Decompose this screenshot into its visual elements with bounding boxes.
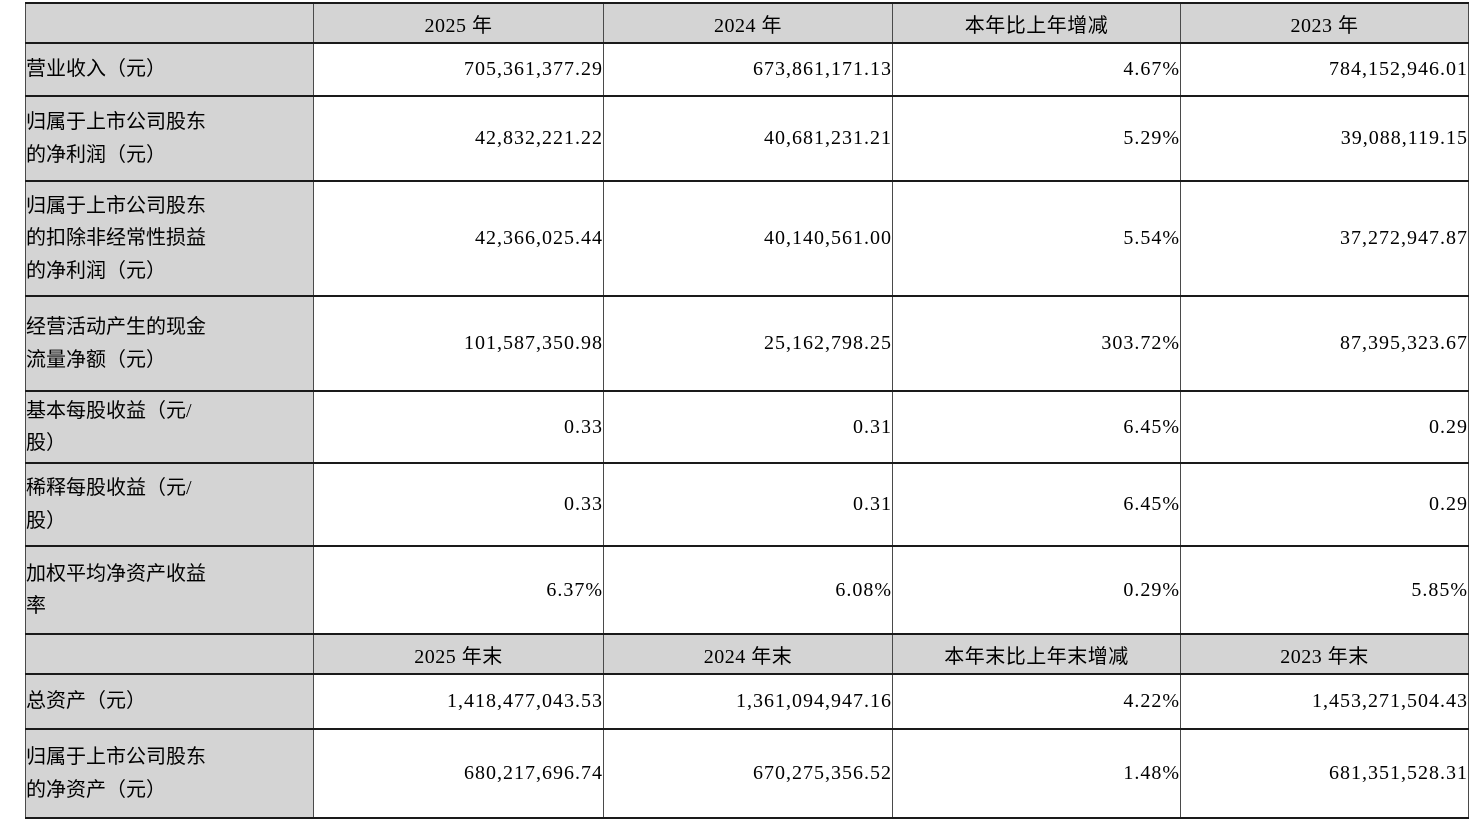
row-label: 归属于上市公司股东 的扣除非经常性损益 的净利润（元）: [25, 180, 314, 297]
row-net-assets-attributable: 归属于上市公司股东 的净资产（元） 680,217,696.74 670,275…: [25, 728, 1469, 819]
col-header-yoy-change: 本年比上年增减: [892, 2, 1181, 44]
corner-cell: [25, 633, 314, 675]
value-2024: 25,162,798.25: [603, 295, 893, 392]
financial-summary-table: 2025 年 2024 年 本年比上年增减 2023 年 营业收入（元） 705…: [25, 2, 1469, 819]
col-header-2025-end: 2025 年末: [313, 633, 604, 675]
row-operating-cash-flow: 经营活动产生的现金 流量净额（元） 101,587,350.98 25,162,…: [25, 295, 1469, 392]
value-2025: 101,587,350.98: [313, 295, 604, 392]
row-label: 归属于上市公司股东 的净利润（元）: [25, 95, 314, 182]
col-header-2023-end: 2023 年末: [1180, 633, 1469, 675]
value-2025: 1,418,477,043.53: [313, 673, 604, 730]
row-label: 加权平均净资产收益 率: [25, 545, 314, 635]
value-2023: 5.85%: [1180, 545, 1469, 635]
value-change: 6.45%: [892, 390, 1181, 464]
row-label: 总资产（元）: [25, 673, 314, 730]
value-2025: 42,832,221.22: [313, 95, 604, 182]
value-2023: 1,453,271,504.43: [1180, 673, 1469, 730]
value-2023: 0.29: [1180, 390, 1469, 464]
row-label: 归属于上市公司股东 的净资产（元）: [25, 728, 314, 819]
row-label: 基本每股收益（元/ 股）: [25, 390, 314, 464]
col-header-yoy-end-change: 本年末比上年末增减: [892, 633, 1181, 675]
value-2023: 37,272,947.87: [1180, 180, 1469, 297]
value-2023: 39,088,119.15: [1180, 95, 1469, 182]
value-2023: 681,351,528.31: [1180, 728, 1469, 819]
value-2025: 0.33: [313, 390, 604, 464]
value-change: 303.72%: [892, 295, 1181, 392]
period-end-header-row: 2025 年末 2024 年末 本年末比上年末增减 2023 年末: [25, 633, 1469, 675]
col-header-2024: 2024 年: [603, 2, 893, 44]
value-2025: 0.33: [313, 462, 604, 547]
row-total-assets: 总资产（元） 1,418,477,043.53 1,361,094,947.16…: [25, 673, 1469, 730]
row-operating-revenue: 营业收入（元） 705,361,377.29 673,861,171.13 4.…: [25, 42, 1469, 97]
value-change: 5.29%: [892, 95, 1181, 182]
col-header-2024-end: 2024 年末: [603, 633, 893, 675]
corner-cell: [25, 2, 314, 44]
value-change: 6.45%: [892, 462, 1181, 547]
period-header-row: 2025 年 2024 年 本年比上年增减 2023 年: [25, 2, 1469, 44]
value-2025: 680,217,696.74: [313, 728, 604, 819]
value-change: 5.54%: [892, 180, 1181, 297]
value-2025: 705,361,377.29: [313, 42, 604, 97]
row-label: 稀释每股收益（元/ 股）: [25, 462, 314, 547]
value-change: 4.22%: [892, 673, 1181, 730]
value-2024: 40,681,231.21: [603, 95, 893, 182]
row-net-profit-deducted-nonrecurring: 归属于上市公司股东 的扣除非经常性损益 的净利润（元） 42,366,025.4…: [25, 180, 1469, 297]
value-2025: 6.37%: [313, 545, 604, 635]
value-2024: 1,361,094,947.16: [603, 673, 893, 730]
row-diluted-eps: 稀释每股收益（元/ 股） 0.33 0.31 6.45% 0.29: [25, 462, 1469, 547]
value-2024: 40,140,561.00: [603, 180, 893, 297]
value-2023: 784,152,946.01: [1180, 42, 1469, 97]
value-2024: 0.31: [603, 390, 893, 464]
value-2023: 0.29: [1180, 462, 1469, 547]
value-2025: 42,366,025.44: [313, 180, 604, 297]
value-2023: 87,395,323.67: [1180, 295, 1469, 392]
value-change: 0.29%: [892, 545, 1181, 635]
row-net-profit-attributable: 归属于上市公司股东 的净利润（元） 42,832,221.22 40,681,2…: [25, 95, 1469, 182]
value-2024: 0.31: [603, 462, 893, 547]
value-2024: 6.08%: [603, 545, 893, 635]
col-header-2025: 2025 年: [313, 2, 604, 44]
row-weighted-average-roe: 加权平均净资产收益 率 6.37% 6.08% 0.29% 5.85%: [25, 545, 1469, 635]
value-change: 1.48%: [892, 728, 1181, 819]
col-header-2023: 2023 年: [1180, 2, 1469, 44]
value-2024: 673,861,171.13: [603, 42, 893, 97]
row-label: 营业收入（元）: [25, 42, 314, 97]
value-2024: 670,275,356.52: [603, 728, 893, 819]
value-change: 4.67%: [892, 42, 1181, 97]
row-basic-eps: 基本每股收益（元/ 股） 0.33 0.31 6.45% 0.29: [25, 390, 1469, 464]
row-label: 经营活动产生的现金 流量净额（元）: [25, 295, 314, 392]
